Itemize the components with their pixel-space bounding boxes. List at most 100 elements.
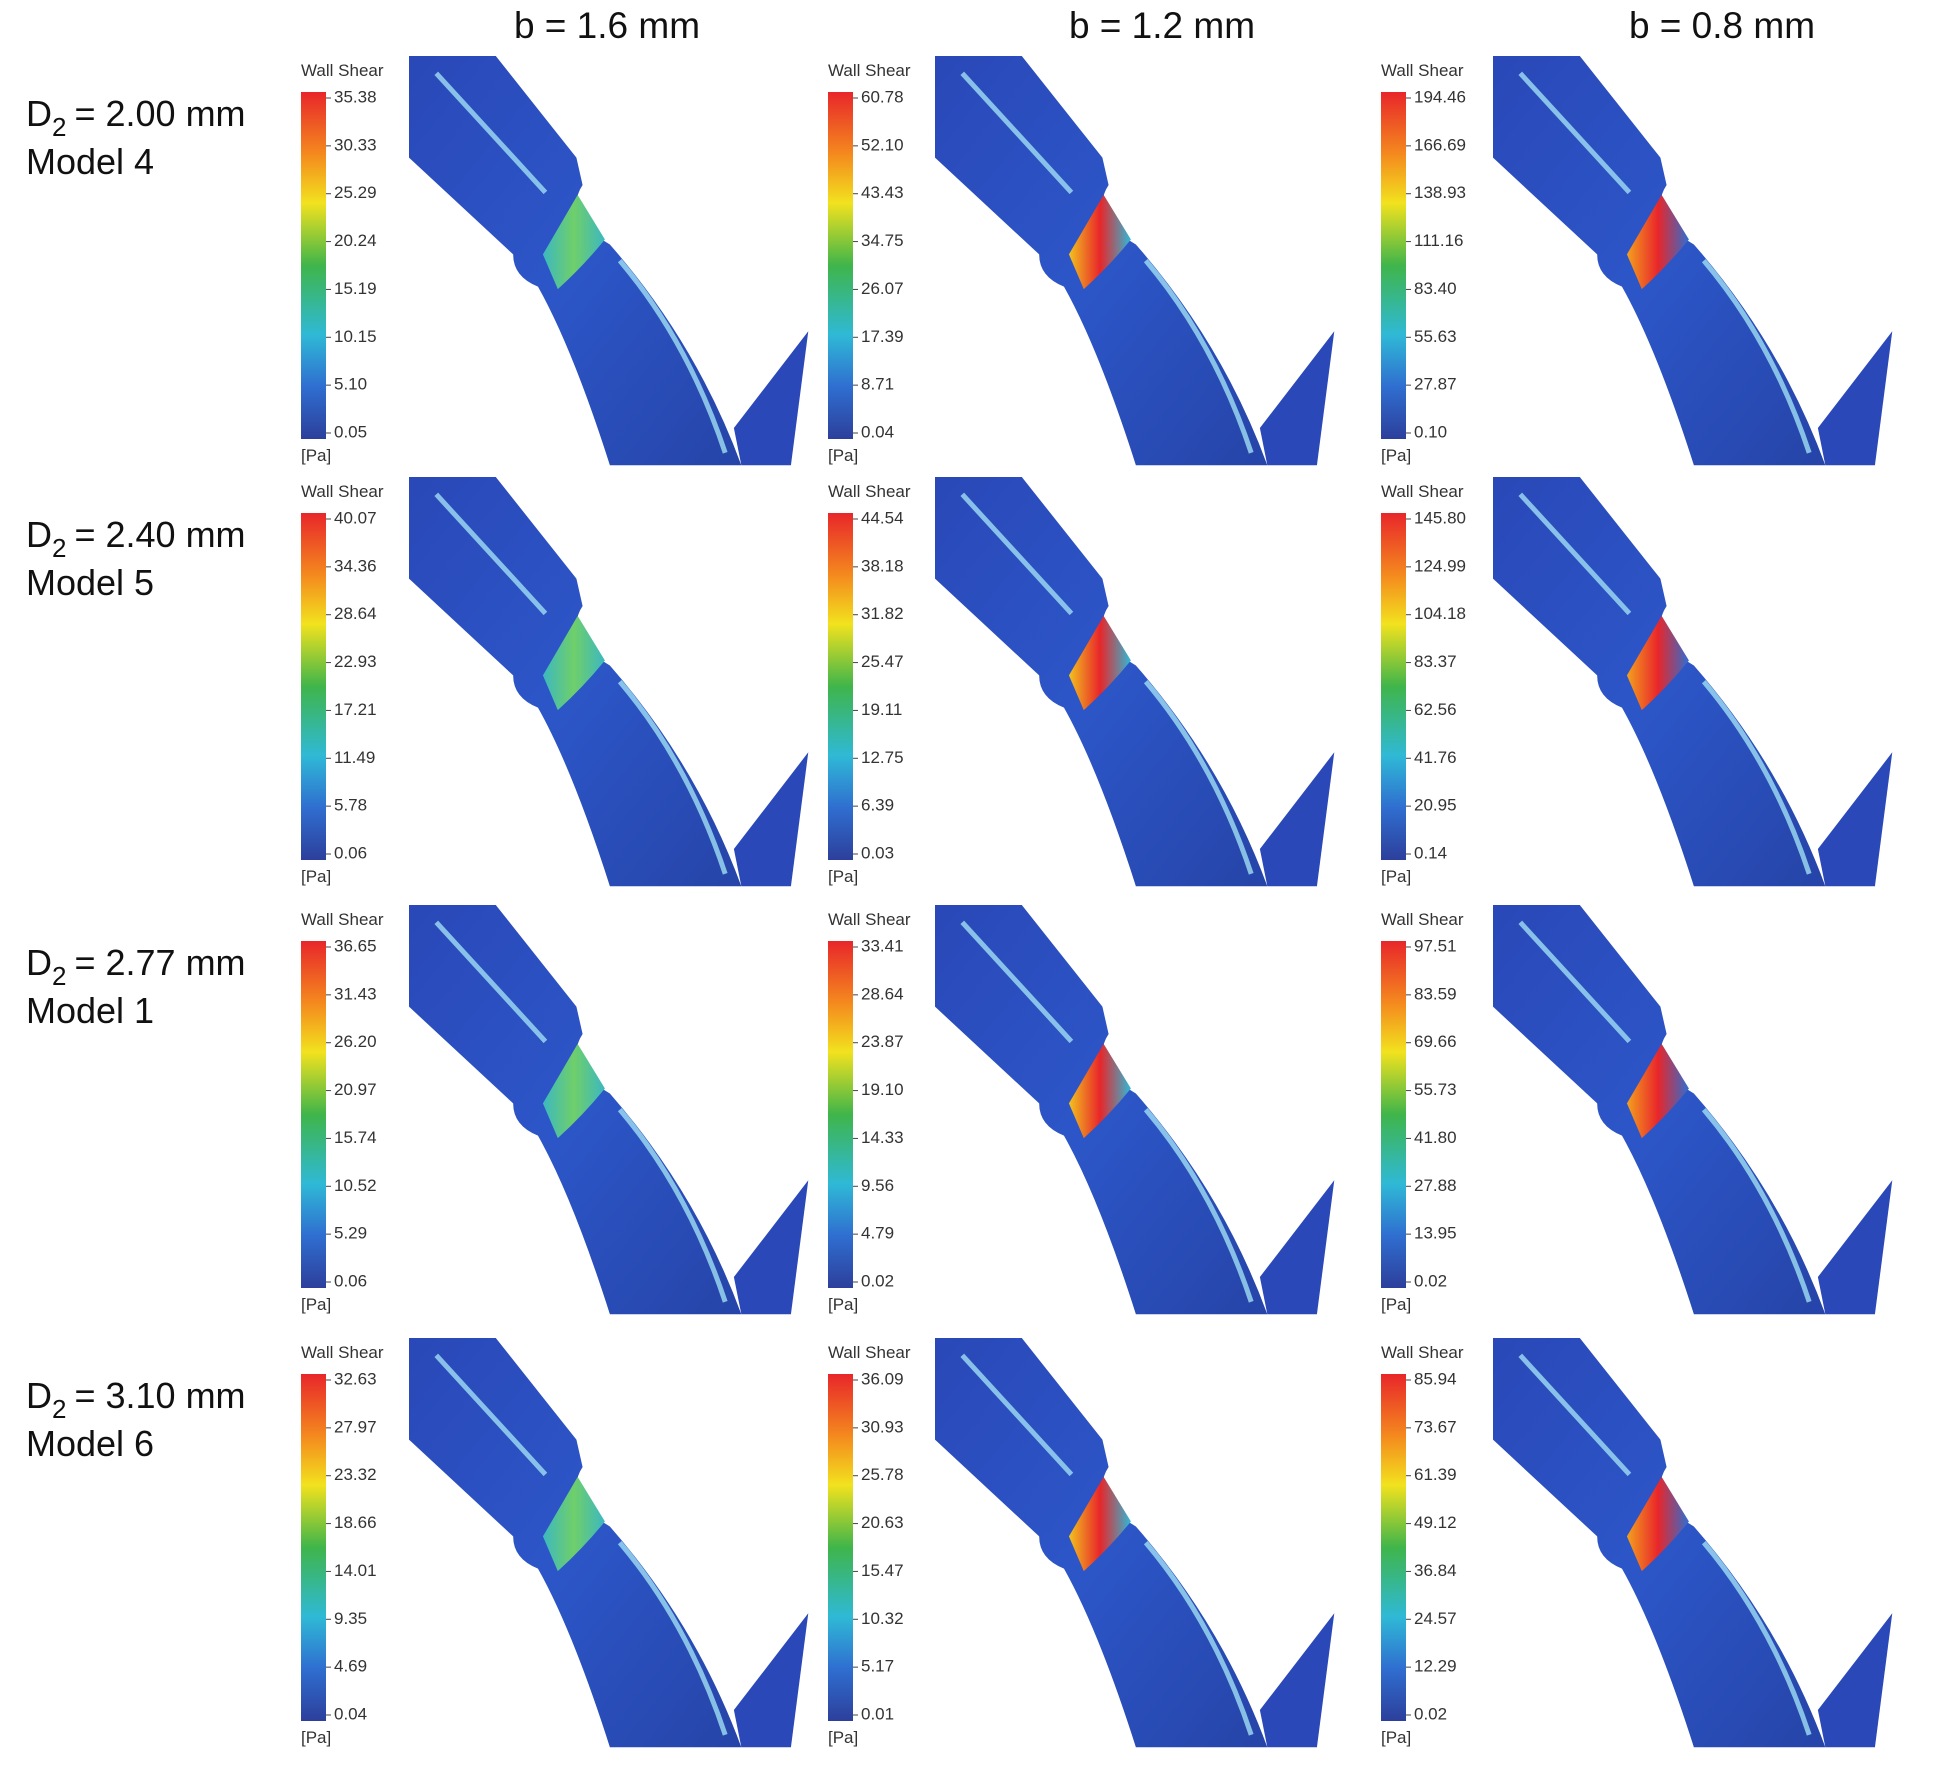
vessel-neck — [542, 615, 605, 711]
label-text: = 2.00 mm — [74, 93, 245, 134]
vessel-highlight — [1143, 679, 1254, 875]
tick-label: 14.33 — [861, 1128, 904, 1147]
legend-title: Wall Shear — [301, 482, 384, 501]
tick-label: 36.84 — [1414, 1561, 1457, 1580]
tick-label: 14.01 — [334, 1561, 377, 1580]
vessel-highlight — [1143, 1107, 1254, 1303]
vessel-highlight — [960, 71, 1074, 195]
tick-label: 27.87 — [1414, 375, 1457, 394]
vessel-neck — [1626, 1476, 1689, 1572]
vessel-fin — [733, 331, 809, 466]
tick-label: 25.47 — [861, 652, 904, 671]
tick-label: 166.69 — [1414, 135, 1466, 154]
legend-title: Wall Shear — [1381, 61, 1464, 80]
tick-label: 5.29 — [334, 1224, 367, 1243]
vessel-highlight — [434, 1353, 548, 1477]
panel: Wall Shear 36.65 31.43 26.20 20.97 15.74 10.52… — [301, 905, 809, 1315]
tick-label: 27.97 — [334, 1417, 377, 1436]
symbol: D — [26, 1375, 52, 1416]
tick-label: 85.94 — [1414, 1369, 1457, 1388]
colorbar — [828, 513, 853, 860]
colorbar — [301, 1374, 326, 1721]
tick-label: 40.07 — [334, 508, 377, 527]
tick-label: 12.75 — [861, 748, 904, 767]
tick-label: 0.05 — [334, 422, 367, 441]
legend-unit: [Pa] — [301, 867, 331, 886]
panel: Wall Shear 194.46 166.69 138.93 111.16 83.40 5… — [1381, 56, 1893, 466]
panel: Wall Shear 32.63 27.97 23.32 18.66 14.01 9.35 4… — [301, 1338, 809, 1748]
tick-label: 20.97 — [334, 1080, 377, 1099]
tick-label: 5.17 — [861, 1657, 894, 1676]
legend-unit: [Pa] — [301, 446, 331, 465]
label-text: = 2.40 mm — [74, 514, 245, 555]
legend-unit: [Pa] — [828, 446, 858, 465]
tick-label: 17.21 — [334, 700, 377, 719]
vessel-fin — [1259, 1180, 1335, 1315]
vessel-highlight — [1701, 679, 1812, 875]
tick-label: 15.47 — [861, 1561, 904, 1580]
colorbar — [828, 1374, 853, 1721]
legend-unit: [Pa] — [828, 867, 858, 886]
tick-label: 0.06 — [334, 843, 367, 862]
legend-unit: [Pa] — [1381, 1295, 1411, 1314]
panel: Wall Shear 35.38 30.33 25.29 20.24 15.19 10.15… — [301, 56, 809, 466]
tick-label: 22.93 — [334, 652, 377, 671]
legend-unit: [Pa] — [828, 1728, 858, 1747]
colorbar — [1381, 513, 1406, 860]
vessel — [409, 905, 809, 1315]
tick-label: 55.73 — [1414, 1080, 1457, 1099]
tick-label: 97.51 — [1414, 936, 1457, 955]
panel: Wall Shear 44.54 38.18 31.82 25.47 19.11 12.75… — [828, 477, 1335, 887]
symbol: D — [26, 514, 52, 555]
tick-label: 13.95 — [1414, 1224, 1457, 1243]
panel: Wall Shear 33.41 28.64 23.87 19.10 14.33 9.56 4… — [828, 905, 1335, 1315]
tick-label: 5.10 — [334, 375, 367, 394]
tick-label: 5.78 — [334, 796, 367, 815]
tick-label: 24.57 — [1414, 1609, 1457, 1628]
tick-label: 104.18 — [1414, 604, 1466, 623]
tick-label: 19.10 — [861, 1080, 904, 1099]
panel: Wall Shear 60.78 52.10 43.43 34.75 26.07 17.39… — [828, 56, 1335, 466]
tick-label: 17.39 — [861, 327, 904, 346]
tick-label: 15.19 — [334, 279, 377, 298]
legend-title: Wall Shear — [828, 1343, 911, 1362]
legend-title: Wall Shear — [1381, 482, 1464, 501]
tick-label: 20.63 — [861, 1513, 904, 1532]
colorbar — [1381, 941, 1406, 1288]
vessel — [935, 477, 1335, 887]
legend-unit: [Pa] — [301, 1295, 331, 1314]
vessel — [1493, 56, 1893, 466]
tick-label: 60.78 — [861, 87, 904, 106]
colorbar — [301, 941, 326, 1288]
vessel-highlight — [1518, 1353, 1632, 1477]
tick-label: 20.95 — [1414, 796, 1457, 815]
vessel-neck — [542, 1476, 605, 1572]
colorbar — [301, 92, 326, 439]
tick-label: 0.02 — [861, 1271, 894, 1290]
tick-label: 73.67 — [1414, 1417, 1457, 1436]
vessel — [935, 1338, 1335, 1748]
tick-label: 111.16 — [1414, 231, 1463, 250]
vessel-neck — [1068, 615, 1131, 711]
colorbar — [301, 513, 326, 860]
tick-label: 61.39 — [1414, 1465, 1457, 1484]
tick-label: 11.49 — [334, 748, 375, 767]
vessel-highlight — [617, 258, 728, 454]
tick-label: 26.07 — [861, 279, 904, 298]
vessel — [935, 56, 1335, 466]
tick-label: 145.80 — [1414, 508, 1466, 527]
subscript: 2 — [52, 533, 66, 563]
tick-label: 69.66 — [1414, 1032, 1457, 1051]
vessel-neck — [1626, 1043, 1689, 1139]
tick-label: 38.18 — [861, 556, 904, 575]
tick-label: 43.43 — [861, 183, 904, 202]
tick-label: 23.32 — [334, 1465, 377, 1484]
tick-label: 34.75 — [861, 231, 904, 250]
vessel — [1493, 477, 1893, 887]
label-text: = 2.77 mm — [74, 942, 245, 983]
tick-label: 8.71 — [861, 375, 894, 394]
row-label: D2 = 2.77 mm — [26, 942, 246, 991]
tick-label: 0.06 — [334, 1271, 367, 1290]
tick-label: 32.63 — [334, 1369, 377, 1388]
